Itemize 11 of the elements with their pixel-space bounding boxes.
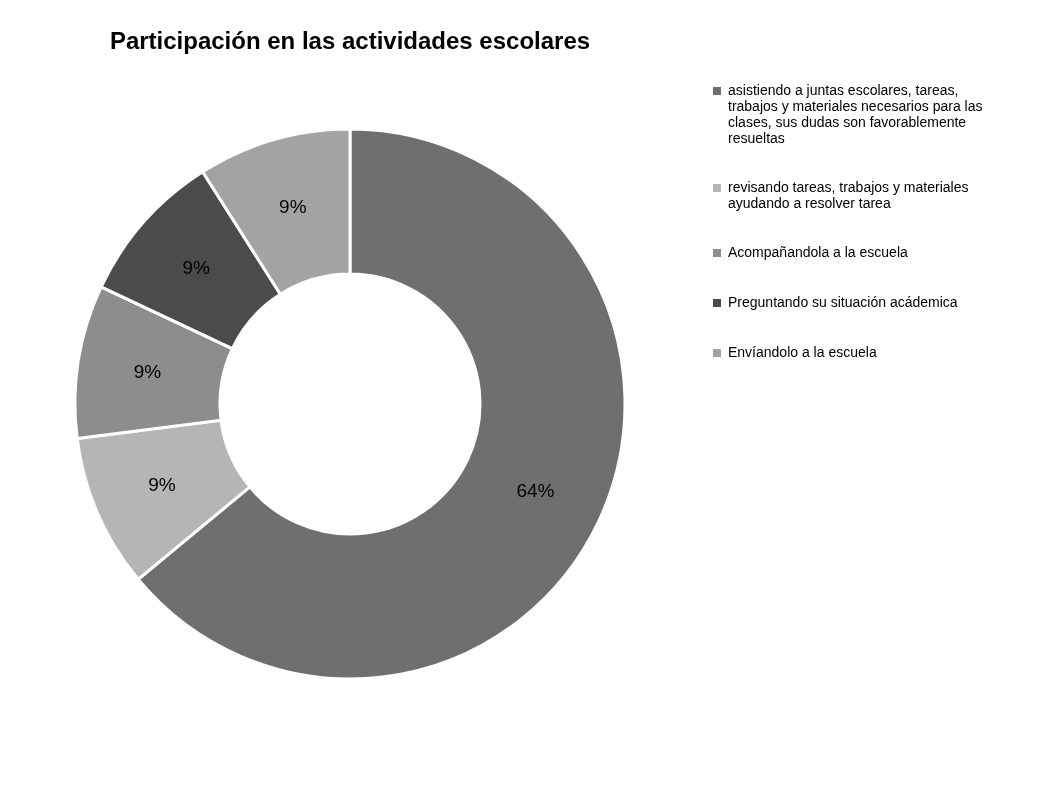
legend-label: Preguntando su situación acádemica <box>728 294 958 310</box>
legend-label: asistiendo a juntas escolares, tareas, trabajos y materiales necesarios para las clases, sus dudas son favorablemente resueltas <box>728 82 983 146</box>
legend-label: Acompañandola a la escuela <box>728 244 909 260</box>
data-label: 64% <box>516 480 555 502</box>
data-label: 9% <box>133 360 162 382</box>
data-label: 9% <box>182 257 211 279</box>
legend-label: Envíandolo a la escuela <box>728 344 877 360</box>
data-label: 9% <box>279 196 307 218</box>
legend-label: revisando tareas, trabajos y materiales ayudando a resolver tarea <box>728 179 969 211</box>
chart-title: Participación en las actividades escolares <box>109 27 591 54</box>
data-label: 9% <box>148 474 176 496</box>
